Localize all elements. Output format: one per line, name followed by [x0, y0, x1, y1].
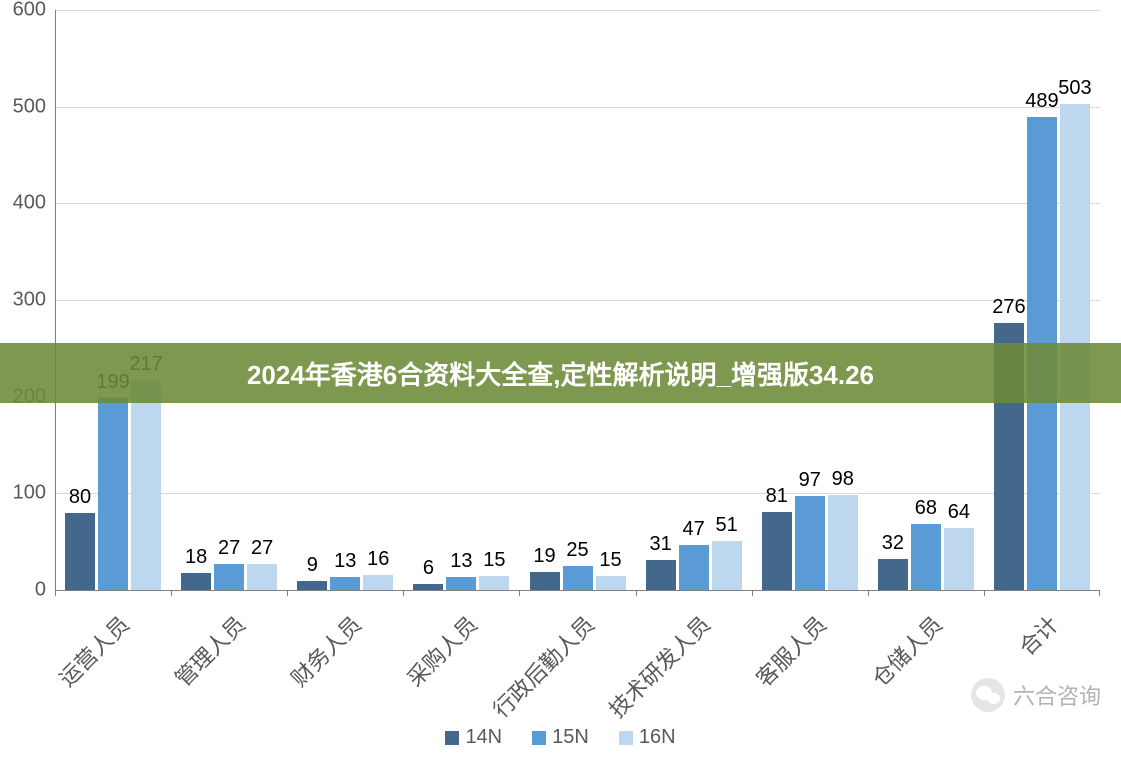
bar — [712, 541, 742, 590]
bar-value-label: 80 — [69, 486, 91, 509]
gridline — [55, 493, 1100, 494]
x-tick-label: 技术研发人员 — [600, 608, 716, 724]
legend: 14N 15N 16N — [0, 726, 1121, 749]
bar-value-label: 97 — [799, 469, 821, 492]
bar — [413, 584, 443, 590]
legend-item: 14N — [445, 726, 502, 749]
plot-area: 8019921718272791316613151925153147518197… — [55, 10, 1100, 590]
x-tick-label: 仓储人员 — [864, 608, 949, 693]
x-tick-label: 客服人员 — [747, 608, 832, 693]
gridline — [55, 203, 1100, 204]
bar-value-label: 64 — [948, 501, 970, 524]
watermark-text: 六合咨询 — [1013, 679, 1101, 711]
bar-value-label: 16 — [367, 548, 389, 571]
bar — [98, 398, 128, 590]
bar — [646, 560, 676, 590]
bar — [247, 564, 277, 590]
bar — [479, 576, 509, 591]
bar-value-label: 81 — [766, 485, 788, 508]
y-tick-label: 500 — [13, 95, 46, 118]
legend-item: 16N — [619, 726, 676, 749]
gridline — [55, 300, 1100, 301]
y-tick-label: 0 — [35, 579, 46, 602]
legend-label: 15N — [552, 726, 589, 749]
bar — [679, 545, 709, 590]
bar-value-label: 15 — [599, 549, 621, 572]
bar-value-label: 489 — [1025, 90, 1058, 113]
bar — [596, 576, 626, 591]
bar-value-label: 276 — [992, 296, 1025, 319]
bar — [795, 496, 825, 590]
bar-value-label: 13 — [450, 550, 472, 573]
bar — [563, 566, 593, 590]
x-tick-label: 采购人员 — [399, 608, 484, 693]
overlay-text: 2024年香港6合资料大全查,定性解析说明_增强版34.26 — [247, 355, 874, 392]
y-tick-label: 300 — [13, 289, 46, 312]
bar-value-label: 68 — [915, 497, 937, 520]
bar-value-label: 9 — [307, 554, 318, 577]
x-tick-label: 财务人员 — [283, 608, 368, 693]
chart-container: 8019921718272791316613151925153147518197… — [0, 0, 1121, 757]
x-tick-label: 合计 — [1011, 608, 1065, 662]
y-tick-label: 600 — [13, 0, 46, 22]
bar-value-label: 27 — [218, 537, 240, 560]
x-tick-label: 行政后勤人员 — [484, 608, 600, 724]
bar-value-label: 47 — [682, 518, 704, 541]
gridline — [55, 590, 1100, 591]
bar-value-label: 6 — [423, 557, 434, 580]
bar — [944, 528, 974, 590]
bar-value-label: 27 — [251, 537, 273, 560]
bar — [878, 559, 908, 590]
bar-value-label: 15 — [483, 549, 505, 572]
legend-swatch — [445, 731, 459, 745]
bar — [530, 572, 560, 590]
bar-value-label: 18 — [185, 546, 207, 569]
bar — [214, 564, 244, 590]
bar-value-label: 13 — [334, 550, 356, 573]
legend-label: 14N — [465, 726, 502, 749]
watermark: 六合咨询 — [971, 678, 1101, 712]
legend-swatch — [619, 731, 633, 745]
bar — [446, 577, 476, 590]
bar-value-label: 25 — [566, 539, 588, 562]
bar-value-label: 51 — [715, 514, 737, 537]
bar — [828, 495, 858, 590]
bar-value-label: 503 — [1058, 77, 1091, 100]
bar — [911, 524, 941, 590]
bar-value-label: 98 — [832, 468, 854, 491]
legend-label: 16N — [639, 726, 676, 749]
x-tick-label: 运营人员 — [51, 608, 136, 693]
bar — [297, 581, 327, 590]
bar-value-label: 19 — [533, 545, 555, 568]
bar-value-label: 31 — [649, 533, 671, 556]
bar — [181, 573, 211, 590]
y-tick-label: 100 — [13, 482, 46, 505]
bar — [131, 380, 161, 590]
bar-value-label: 32 — [882, 532, 904, 555]
overlay-banner: 2024年香港6合资料大全查,定性解析说明_增强版34.26 — [0, 343, 1121, 403]
legend-item: 15N — [532, 726, 589, 749]
bar — [65, 513, 95, 590]
bar — [363, 575, 393, 590]
bar — [762, 512, 792, 590]
gridline — [55, 10, 1100, 11]
wechat-icon — [971, 678, 1005, 712]
legend-swatch — [532, 731, 546, 745]
x-tick-label: 管理人员 — [167, 608, 252, 693]
y-tick-label: 400 — [13, 192, 46, 215]
bar — [330, 577, 360, 590]
gridline — [55, 107, 1100, 108]
